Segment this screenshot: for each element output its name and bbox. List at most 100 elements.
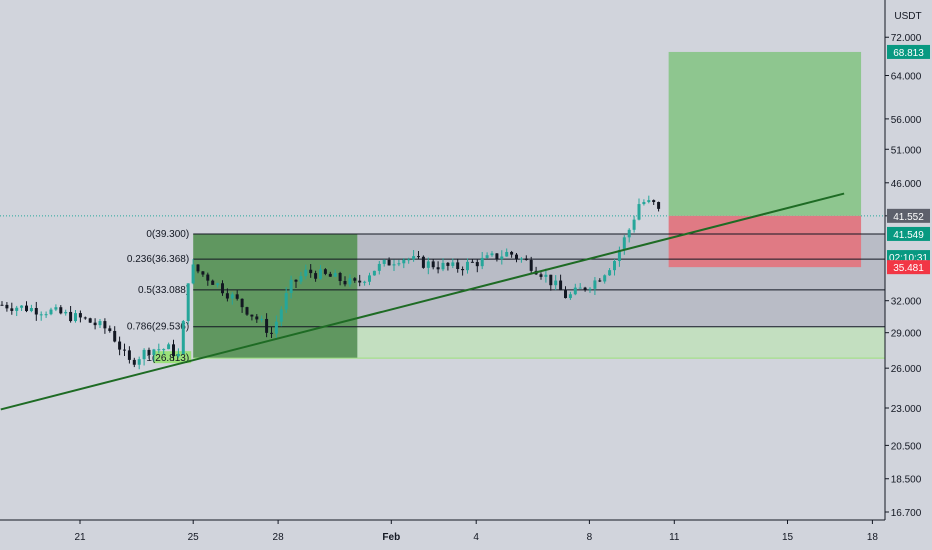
candle-body bbox=[270, 332, 273, 334]
candle-body bbox=[88, 318, 92, 323]
price-badge-label: 35.481 bbox=[893, 263, 924, 274]
candle-body bbox=[103, 321, 107, 329]
candle-body bbox=[132, 359, 136, 365]
candle-body bbox=[358, 280, 362, 283]
candle-body bbox=[201, 271, 205, 275]
trendline[interactable] bbox=[0, 192, 845, 411]
candle-body bbox=[451, 262, 455, 266]
candle-body bbox=[372, 270, 376, 276]
candle-body bbox=[78, 313, 82, 318]
price-tick-label: 29.000 bbox=[891, 329, 922, 340]
candle-body bbox=[564, 290, 567, 299]
stop-zone[interactable] bbox=[668, 215, 862, 268]
price-badge-label: 41.549 bbox=[893, 230, 924, 241]
candle-body bbox=[382, 259, 386, 264]
price-tick-label: 16.700 bbox=[891, 508, 922, 519]
candle-body bbox=[221, 283, 224, 294]
candle-body bbox=[304, 269, 308, 277]
candle-body bbox=[397, 263, 401, 265]
price-badge-label: 68.813 bbox=[893, 48, 924, 59]
time-tick-label: 8 bbox=[587, 532, 593, 543]
candle-body bbox=[657, 202, 661, 209]
candle-body bbox=[245, 307, 249, 315]
candle-body bbox=[392, 264, 396, 266]
candle-body bbox=[377, 263, 381, 271]
fib-level-label: 0.236(36.368) bbox=[127, 254, 189, 265]
candle-body bbox=[441, 262, 445, 270]
candle-body bbox=[15, 307, 19, 311]
time-tick-label: 25 bbox=[188, 532, 200, 543]
candle-body bbox=[544, 274, 548, 277]
price-badge-label: 02:10:31 bbox=[889, 253, 928, 264]
price-tick-label: 18.500 bbox=[891, 475, 922, 486]
candle-body bbox=[64, 311, 68, 314]
price-tick-label: 26.000 bbox=[891, 364, 922, 375]
candle-body bbox=[323, 269, 327, 274]
candle-body bbox=[417, 256, 420, 258]
candle-body bbox=[176, 353, 180, 357]
candle-body bbox=[583, 287, 587, 290]
target-zone[interactable] bbox=[668, 51, 862, 216]
candle-body bbox=[387, 259, 391, 266]
price-badge-bg bbox=[887, 44, 930, 59]
candle-body bbox=[598, 280, 602, 282]
candle-body bbox=[20, 305, 24, 308]
candle-body bbox=[578, 287, 582, 289]
candle-body bbox=[622, 237, 626, 250]
candle-body bbox=[608, 270, 612, 276]
candle-body bbox=[59, 307, 63, 314]
price-badge-bg bbox=[887, 226, 930, 241]
candle-body bbox=[470, 261, 474, 263]
candle-body bbox=[113, 330, 117, 342]
candle-body bbox=[617, 249, 621, 261]
fib-level-label-bg bbox=[153, 351, 192, 364]
candle-body bbox=[69, 311, 73, 322]
candle-body bbox=[314, 273, 318, 279]
candle-body bbox=[29, 307, 33, 312]
candle-body bbox=[250, 314, 254, 317]
candle-body bbox=[461, 268, 465, 271]
candle-body bbox=[368, 275, 371, 282]
candle-body bbox=[402, 259, 406, 264]
candle-body bbox=[554, 280, 558, 286]
candle-body bbox=[480, 257, 484, 267]
fib-level-label: 1(26.813) bbox=[146, 353, 189, 364]
candle-body bbox=[588, 288, 592, 290]
candle-body bbox=[568, 294, 572, 299]
candle-body bbox=[603, 275, 607, 282]
price-tick-label: 51.000 bbox=[891, 145, 922, 156]
time-axis-background bbox=[0, 520, 885, 550]
candle-body bbox=[186, 283, 190, 322]
time-tick-label: 4 bbox=[473, 532, 479, 543]
candle-body bbox=[162, 349, 166, 351]
fib-level-label: 0.786(29.536) bbox=[127, 322, 189, 333]
candle-body bbox=[652, 200, 656, 203]
candle-body bbox=[25, 305, 28, 312]
candle-body bbox=[216, 283, 220, 285]
candle-body bbox=[524, 258, 528, 261]
price-badge-label: 41.552 bbox=[893, 212, 924, 223]
candle-body bbox=[240, 298, 244, 308]
candle-body bbox=[93, 322, 97, 326]
candle-body bbox=[230, 294, 234, 299]
currency-label: USDT bbox=[894, 11, 921, 22]
candle-body bbox=[157, 349, 161, 351]
candle-body bbox=[426, 261, 430, 268]
candle-body bbox=[172, 344, 175, 357]
candle-body bbox=[235, 294, 239, 299]
time-tick-label: 28 bbox=[273, 532, 285, 543]
price-axis: 72.000 64.000 56.000 51.000 46.000 41.552 32.0… bbox=[885, 33, 922, 519]
candle-body bbox=[436, 267, 440, 270]
candle-body bbox=[475, 262, 479, 267]
time-tick-label: 11 bbox=[669, 532, 680, 543]
candle-body bbox=[412, 256, 416, 260]
candle-body bbox=[456, 262, 460, 269]
candle-body bbox=[34, 307, 38, 315]
candle-body bbox=[319, 269, 322, 279]
candle-body bbox=[142, 349, 146, 360]
candle-body bbox=[279, 309, 283, 322]
price-tick-label: 32.000 bbox=[891, 297, 922, 308]
trendline-layer bbox=[0, 192, 845, 411]
